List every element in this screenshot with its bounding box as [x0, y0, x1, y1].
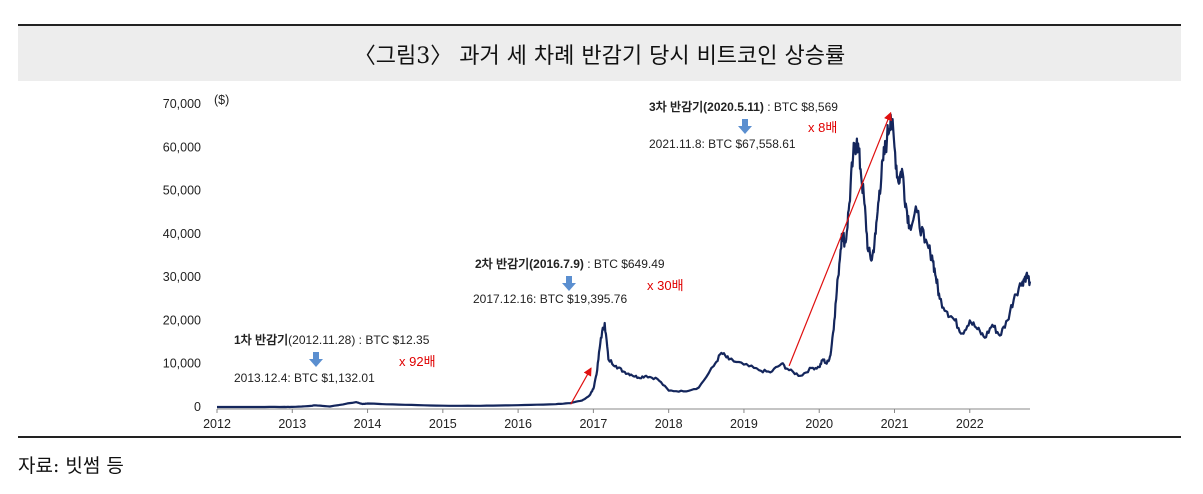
halving-1-label: 1차 반감기(2012.11.28) : BTC $12.35	[234, 332, 430, 347]
source-note: 자료: 빗썸 등	[18, 455, 124, 477]
bottom-rule	[18, 436, 1181, 438]
y-tick-label: 40,000	[163, 227, 201, 241]
y-tick-label: 50,000	[163, 184, 201, 198]
y-axis: 0 10,000 20,000 30,000 40,000 50,000 60,000 70,…	[163, 97, 201, 414]
y-axis-label: ($)	[214, 93, 229, 107]
top-rule	[18, 24, 1181, 26]
btc-price-line	[217, 113, 1032, 409]
y-tick-label: 0	[194, 400, 201, 414]
y-tick-label: 60,000	[163, 140, 201, 154]
halving-3-price: : BTC $8,569	[764, 100, 838, 114]
halving-3-label: 3차 반감기(2020.5.11) : BTC $8,569	[649, 99, 838, 114]
x-tick-label: 2015	[429, 417, 457, 431]
halving-3-multiplier: x 8배	[808, 120, 837, 135]
x-tick-label: 2014	[354, 417, 382, 431]
halving-3-annotation: 3차 반감기(2020.5.11) : BTC $8,569 2021.11.8…	[649, 99, 838, 151]
x-tick-label: 2020	[805, 417, 833, 431]
title-band: 〈그림3〉 과거 세 차례 반감기 당시 비트코인 상승률	[18, 26, 1181, 81]
halving-1-annotation: 1차 반감기(2012.11.28) : BTC $12.35 2013.12.…	[234, 332, 436, 385]
x-tick-label: 2018	[655, 417, 683, 431]
x-tick-label: 2016	[504, 417, 532, 431]
x-tick-label: 2017	[579, 417, 607, 431]
x-tick-label: 2012	[203, 417, 231, 431]
x-tick-label: 2022	[956, 417, 984, 431]
halving-2-price: : BTC $649.49	[584, 257, 665, 271]
x-tick-label: 2021	[881, 417, 909, 431]
y-tick-label: 20,000	[163, 313, 201, 327]
x-tick-label: 2013	[278, 417, 306, 431]
y-tick-label: 10,000	[163, 357, 201, 371]
halving-2-annotation: 2차 반감기(2016.7.9) : BTC $649.49 2017.12.1…	[473, 256, 684, 306]
halving-2-label: 2차 반감기(2016.7.9) : BTC $649.49	[475, 256, 665, 271]
x-axis: 2012 2013 2014 2015 2016 2017 2018 2019 2020 2021…	[203, 408, 1030, 431]
price-series	[217, 113, 1032, 409]
trend-arrow	[788, 111, 892, 367]
y-tick-label: 30,000	[163, 270, 201, 284]
halving-3-peak: 2021.11.8: BTC $67,558.61	[649, 137, 796, 151]
y-tick-label: 70,000	[163, 97, 201, 111]
halving-1-title: 1차 반감기	[234, 332, 288, 347]
halving-1-peak: 2013.12.4: BTC $1,132.01	[234, 371, 375, 385]
down-arrow-icon	[738, 119, 752, 134]
halving-2-title: 2차 반감기(2016.7.9)	[475, 256, 584, 271]
trend-arrow	[570, 367, 592, 405]
halving-1-multiplier: x 92배	[399, 354, 436, 369]
halving-1-price: (2012.11.28) : BTC $12.35	[288, 333, 430, 347]
halving-2-peak: 2017.12.16: BTC $19,395.76	[473, 292, 627, 306]
figure-title: 〈그림3〉 과거 세 차례 반감기 당시 비트코인 상승률	[353, 43, 846, 69]
down-arrow-icon	[562, 276, 576, 291]
down-arrow-icon	[309, 352, 323, 367]
halving-2-multiplier: x 30배	[647, 278, 684, 293]
trend-arrows	[570, 111, 892, 405]
halving-3-title: 3차 반감기(2020.5.11)	[649, 99, 764, 114]
x-tick-label: 2019	[730, 417, 758, 431]
